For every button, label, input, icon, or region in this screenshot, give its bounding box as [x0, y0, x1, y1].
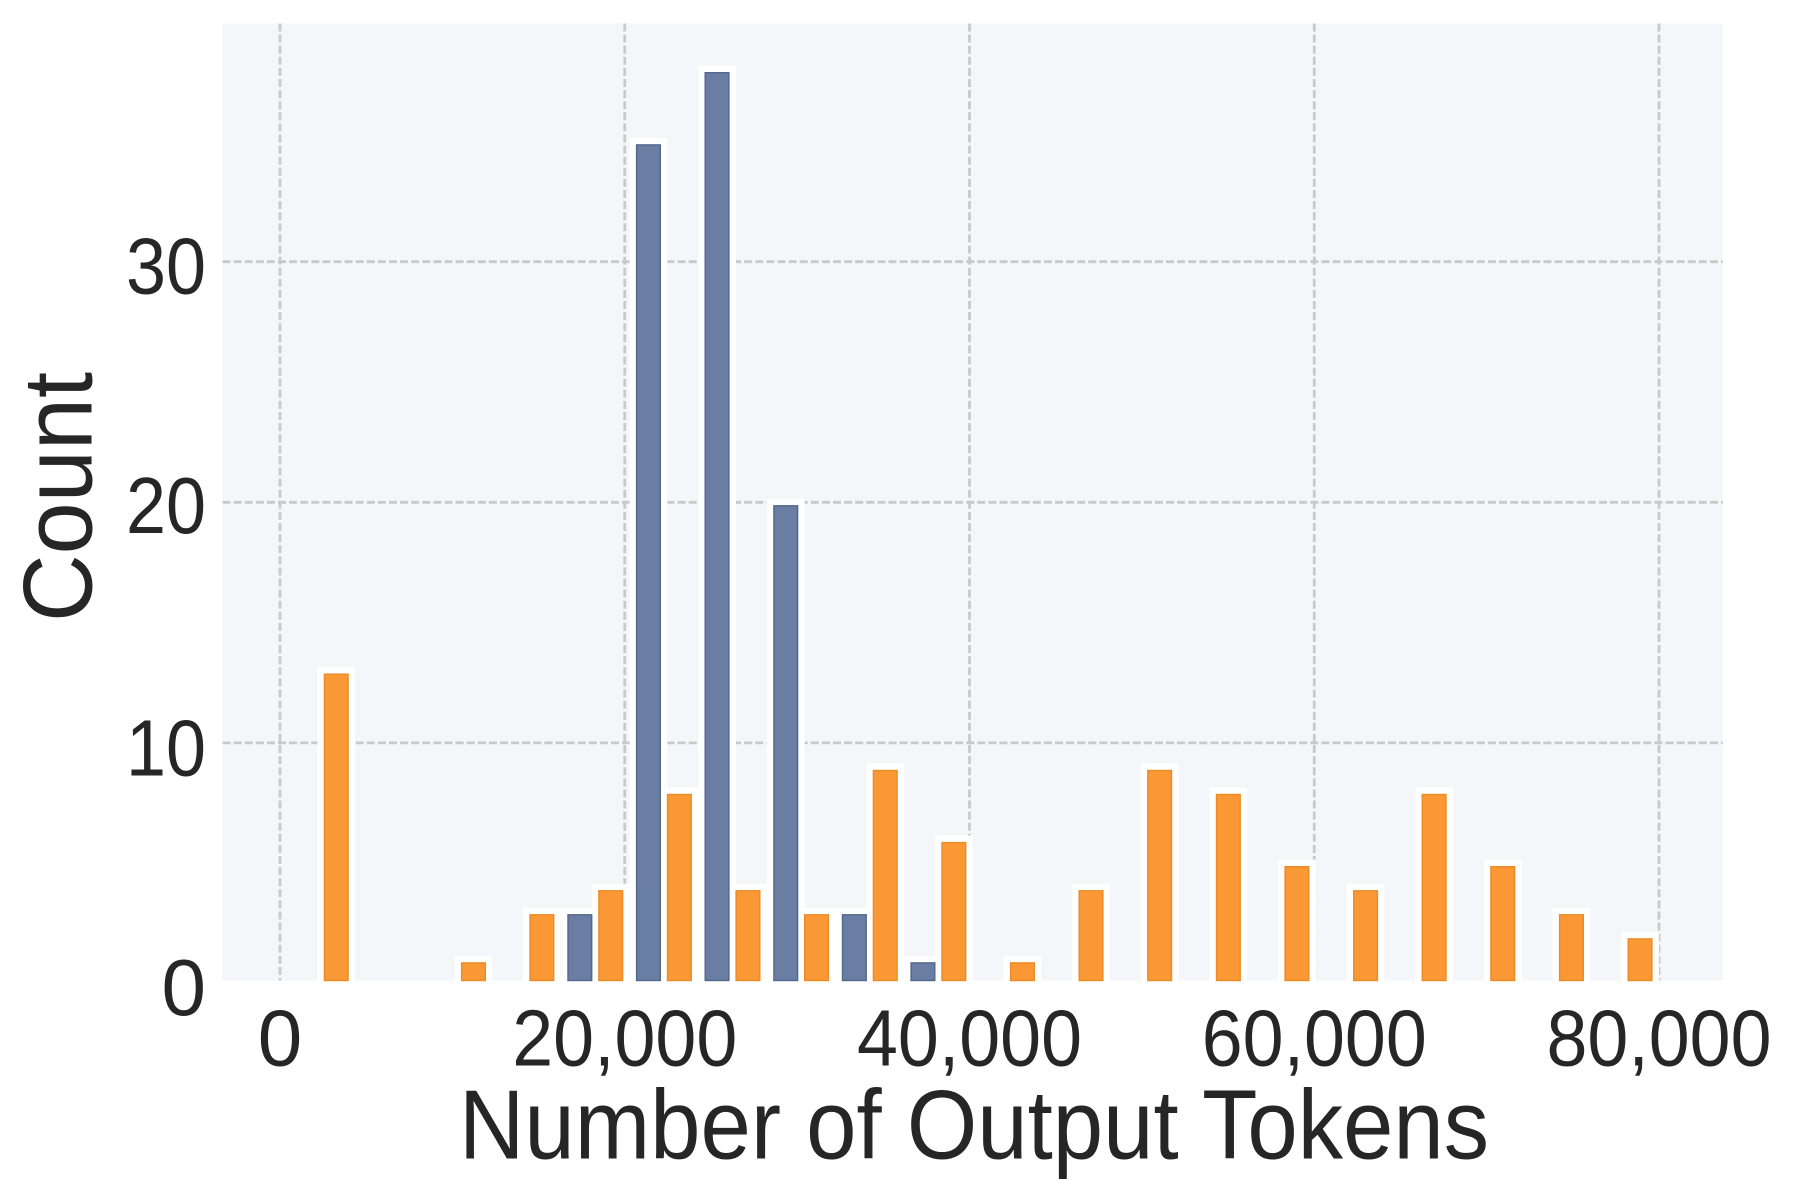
svg-text:0: 0: [258, 994, 303, 1083]
svg-text:30: 30: [126, 221, 206, 310]
svg-text:0: 0: [162, 943, 207, 1032]
svg-text:20,000: 20,000: [512, 994, 737, 1083]
svg-text:80,000: 80,000: [1547, 994, 1772, 1083]
svg-text:40,000: 40,000: [857, 994, 1082, 1083]
svg-text:60,000: 60,000: [1202, 994, 1427, 1083]
svg-text:20: 20: [126, 461, 206, 550]
svg-text:Number of Output Tokens: Number of Output Tokens: [459, 1070, 1489, 1180]
svg-text:10: 10: [126, 704, 206, 793]
svg-text:Count: Count: [3, 372, 113, 622]
